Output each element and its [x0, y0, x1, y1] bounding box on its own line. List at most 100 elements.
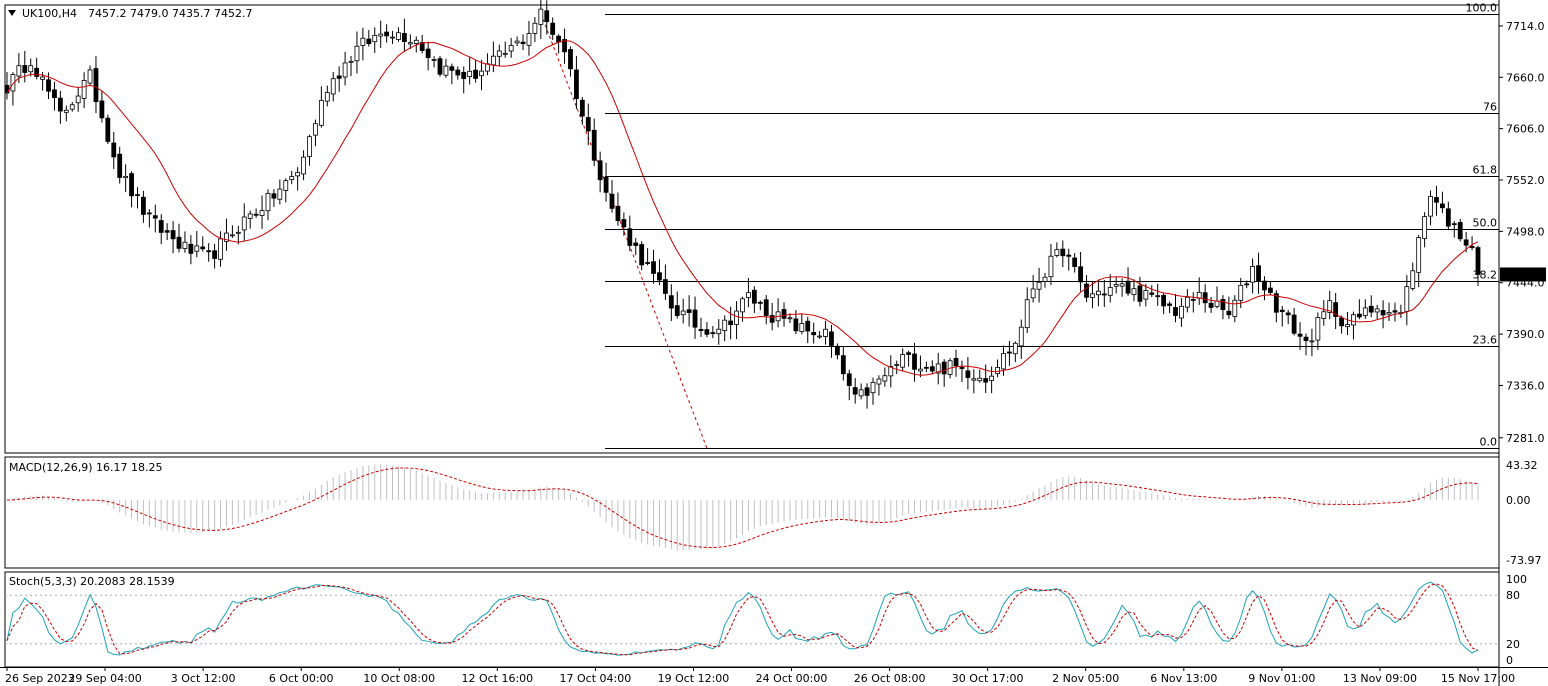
fib-label-3: 50.0: [1473, 217, 1498, 230]
candle-body: [1054, 249, 1060, 256]
candle-44: [265, 189, 271, 221]
candle-body: [1084, 283, 1089, 298]
candle-26: [158, 214, 164, 245]
time-label-7: 19 Oct 12:00: [658, 672, 730, 685]
candle-body: [538, 8, 544, 25]
candle-body: [1137, 285, 1143, 302]
candle-body: [259, 210, 265, 216]
candle-233: [1386, 302, 1392, 322]
candle-body: [324, 92, 330, 102]
candle-body: [390, 36, 395, 39]
candle-240: [1428, 190, 1433, 226]
candle-body: [1250, 266, 1256, 283]
price-tick-label-3: 7552.0: [1506, 174, 1545, 187]
candle-19: [117, 146, 123, 184]
candle-149: [888, 355, 894, 388]
candle-body: [63, 109, 69, 113]
candle-152: [906, 350, 911, 367]
candle-183: [1090, 281, 1095, 309]
candle-99: [591, 118, 597, 167]
candle-body: [413, 39, 419, 44]
candle-body: [218, 238, 223, 260]
candle-103: [615, 192, 621, 226]
candle-body: [591, 129, 597, 161]
time-label-0: 26 Sep 2023: [5, 672, 75, 685]
candle-body: [579, 99, 585, 117]
candle-body: [34, 67, 40, 77]
candle-body: [10, 74, 16, 92]
candle-body: [1410, 270, 1416, 289]
candle-13: [81, 72, 87, 109]
price-tick-label-6: 7390.0: [1506, 328, 1545, 341]
candle-body: [182, 241, 188, 249]
candle-body: [1362, 307, 1368, 316]
price-tick-label-7: 7336.0: [1506, 379, 1545, 392]
candle-75: [449, 63, 455, 85]
candle-139: [829, 324, 834, 358]
candle-body: [105, 117, 111, 142]
candle-110: [657, 259, 662, 286]
candle-body: [348, 60, 354, 63]
candle-body: [372, 35, 378, 43]
candle-body: [526, 33, 532, 46]
candle-32: [194, 231, 200, 258]
candle-body: [918, 368, 923, 372]
candle-58: [348, 55, 354, 77]
candle-body: [906, 352, 911, 355]
candle-body: [1167, 303, 1172, 306]
candle-157: [935, 352, 941, 385]
candle-108: [645, 248, 650, 266]
candles: [4, 0, 1481, 409]
candle-28: [170, 221, 176, 254]
candle-body: [751, 289, 757, 304]
candle-body: [1143, 290, 1149, 300]
candle-210: [1250, 258, 1256, 294]
candle-body: [1422, 216, 1428, 239]
candle-218: [1297, 322, 1303, 350]
candle-body: [265, 192, 271, 212]
candle-body: [888, 366, 894, 377]
candle-63: [378, 20, 384, 48]
candle-body: [692, 309, 698, 328]
candle-10: [63, 105, 69, 122]
candle-138: [823, 320, 828, 345]
time-label-12: 6 Nov 13:00: [1150, 672, 1217, 685]
candle-body: [935, 363, 941, 374]
candle-121: [722, 315, 728, 342]
fib-label-2: 61.8: [1473, 164, 1498, 177]
candle-body: [235, 231, 241, 234]
candle-body: [746, 292, 751, 298]
candle-125: [746, 277, 751, 308]
candle-234: [1392, 302, 1398, 322]
candle-78: [467, 56, 473, 85]
candle-body: [1131, 288, 1137, 295]
candle-body: [1018, 326, 1024, 347]
candle-38: [229, 225, 235, 238]
candle-122: [728, 306, 734, 340]
candle-97: [579, 97, 585, 125]
candle-body: [46, 79, 51, 92]
candle-body: [336, 75, 342, 79]
candle-body: [603, 176, 609, 193]
candle-body: [787, 317, 793, 320]
candle-body: [615, 205, 621, 222]
candle-body: [135, 194, 140, 196]
candle-body: [313, 123, 318, 136]
candle-143: [852, 378, 858, 404]
candle-body: [858, 389, 864, 397]
candle-5: [34, 57, 40, 80]
candle-body: [40, 76, 45, 80]
candle-body: [639, 244, 645, 266]
candle-241: [1434, 185, 1439, 216]
ohlc-values: 7457.2 7479.0 7435.7 7452.7: [88, 7, 252, 20]
candle-155: [923, 361, 929, 372]
candle-body: [1345, 324, 1350, 328]
candle-175: [1042, 272, 1048, 288]
candle-body: [419, 42, 425, 51]
candle-105: [627, 215, 633, 252]
candle-body: [1404, 286, 1410, 312]
candle-body: [1101, 293, 1107, 296]
price-badge: 7452.7: [1503, 268, 1542, 281]
candle-184: [1095, 279, 1101, 307]
